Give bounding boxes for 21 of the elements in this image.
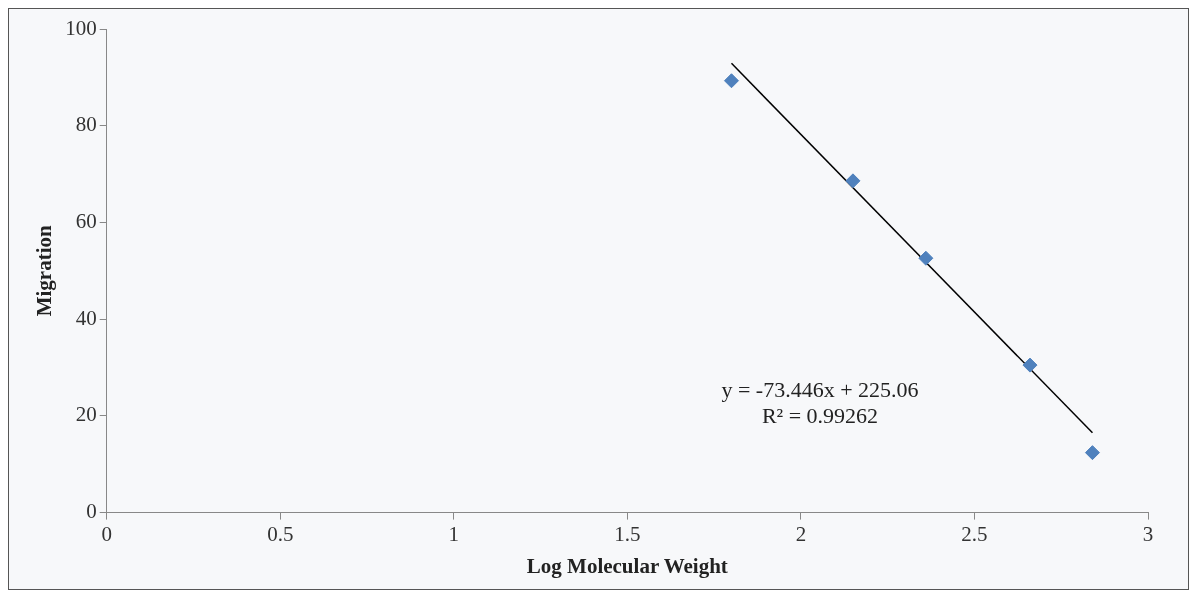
point [845,173,861,189]
x-tick-label: 3 [1142,521,1154,546]
y-tick-label: 100 [65,15,97,40]
y-tick-label: 60 [75,208,97,233]
y-tick-label: 0 [86,499,97,524]
annotation: R² = 0.99262 [761,403,879,429]
y-tick-label: 40 [75,305,97,330]
y-tick-label: 20 [75,402,97,427]
x-tick-label: 1 [448,521,460,546]
annotation: y = -73.446x + 225.06 [721,377,919,403]
y-axis-title: Migration [32,224,57,317]
point [1084,445,1100,461]
point [723,73,739,89]
x-axis-title: Log Molecular Weight [526,553,728,578]
point [918,250,934,266]
y-tick-label: 80 [75,112,97,137]
x-tick-label: 2.5 [961,521,988,546]
x-tick-label: 2 [795,521,807,546]
point [1022,357,1038,373]
x-tick-label: 1.5 [614,521,641,546]
x-tick-label: 0.5 [267,521,294,546]
